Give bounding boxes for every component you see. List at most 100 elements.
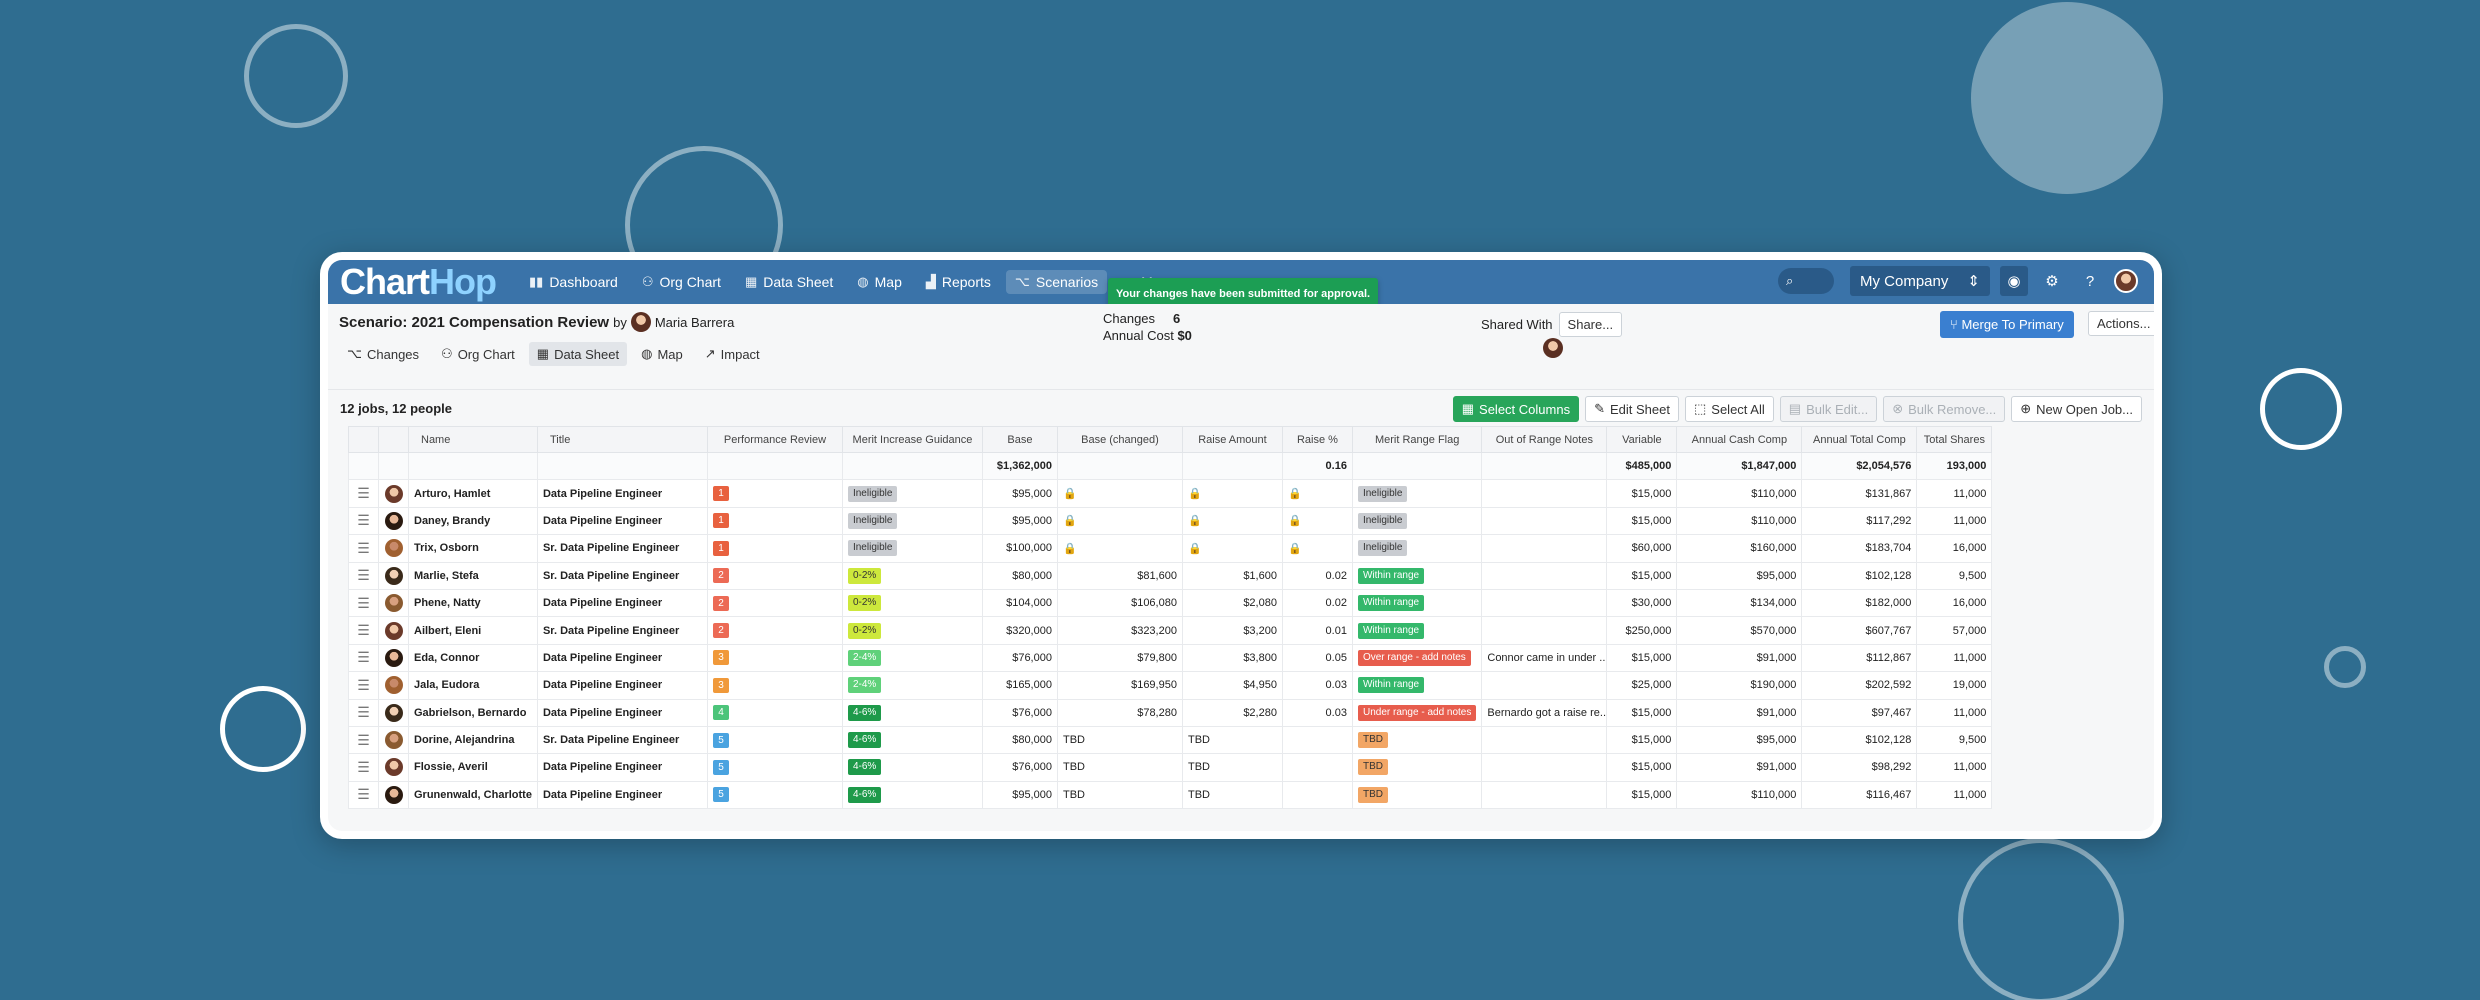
cash-cell[interactable]: $95,000 [1676,725,1803,755]
variable-cell[interactable]: $60,000 [1606,534,1678,563]
out-of-range-notes-cell[interactable] [1481,671,1608,700]
row-menu-handle[interactable]: ☰ [348,698,379,727]
merit-guidance-cell[interactable]: 4-6% [841,753,983,782]
total-cell[interactable]: $102,128 [1801,725,1918,755]
name-cell[interactable]: Ailbert, Eleni [408,616,538,645]
table-row[interactable]: ☰ Jala, Eudora Data Pipeline Engineer 3 2-4%… [348,671,1993,700]
shares-cell[interactable]: 11,000 [1916,643,1993,673]
variable-cell[interactable]: $15,000 [1606,479,1678,508]
base-cell[interactable]: $95,000 [981,479,1058,508]
column-header-name[interactable]: Name [408,426,538,453]
performance-review-cell[interactable]: 2 [706,616,843,645]
merit-range-flag-cell[interactable]: TBD [1351,780,1483,810]
cash-cell[interactable]: $91,000 [1676,698,1803,727]
merit-guidance-cell[interactable]: 0-2% [841,561,983,590]
shared-user-avatar[interactable] [1543,338,1563,358]
base-changed-cell[interactable]: $323,200 [1056,616,1183,645]
title-cell[interactable]: Sr. Data Pipeline Engineer [536,725,708,755]
column-header-annual-cash-comp[interactable]: Annual Cash Comp [1676,426,1803,453]
tab-changes[interactable]: ⌥ Changes [339,342,427,366]
nav-map[interactable]: ◍ Map [848,270,911,294]
column-header-out-of-range-notes[interactable]: Out of Range Notes [1481,426,1608,453]
person-avatar[interactable] [384,566,403,585]
performance-review-cell[interactable]: 3 [706,671,843,700]
performance-review-cell[interactable]: 4 [706,698,843,727]
shares-cell[interactable]: 11,000 [1916,506,1993,536]
name-cell[interactable]: Eda, Connor [408,643,538,673]
cash-cell[interactable]: $110,000 [1676,506,1803,536]
name-cell[interactable]: Jala, Eudora [408,671,538,700]
pct-cell[interactable]: 0.02 [1281,588,1353,618]
raise-cell[interactable]: TBD [1181,725,1283,755]
title-cell[interactable]: Sr. Data Pipeline Engineer [536,561,708,590]
owner-name[interactable]: Maria Barrera [654,314,735,330]
base-changed-cell[interactable]: $169,950 [1056,671,1183,700]
variable-cell[interactable]: $15,000 [1606,698,1678,727]
cash-cell[interactable]: $160,000 [1676,534,1803,563]
name-cell[interactable]: Arturo, Hamlet [408,479,538,508]
merit-range-flag-cell[interactable]: Within range [1351,588,1483,618]
variable-cell[interactable]: $25,000 [1606,671,1678,700]
row-menu-handle[interactable]: ☰ [348,479,379,508]
base-changed-cell[interactable]: $81,600 [1056,561,1183,590]
merit-range-flag-cell[interactable]: TBD [1351,753,1483,782]
base-changed-cell[interactable]: 🔒 [1056,479,1183,508]
base-changed-cell[interactable]: TBD [1056,725,1183,755]
column-header-total-shares[interactable]: Total Shares [1916,426,1993,453]
pct-cell[interactable]: 🔒 [1281,506,1353,536]
base-cell[interactable]: $165,000 [981,671,1058,700]
base-cell[interactable]: $320,000 [981,616,1058,645]
out-of-range-notes-cell[interactable] [1481,534,1608,563]
raise-cell[interactable]: $1,600 [1181,561,1283,590]
table-row[interactable]: ☰ Grunenwald, Charlotte Data Pipeline Engi… [348,780,1993,810]
column-header-merit-range-flag[interactable]: Merit Range Flag [1351,426,1483,453]
performance-review-cell[interactable]: 2 [706,588,843,618]
performance-review-cell[interactable]: 2 [706,561,843,590]
pct-cell[interactable]: 🔒 [1281,534,1353,563]
merit-range-flag-cell[interactable]: Ineligible [1351,534,1483,563]
person-avatar[interactable] [384,484,403,503]
variable-cell[interactable]: $15,000 [1606,643,1678,673]
total-cell[interactable]: $202,592 [1801,671,1918,700]
pct-cell[interactable]: 🔒 [1281,479,1353,508]
out-of-range-notes-cell[interactable] [1481,588,1608,618]
merit-guidance-cell[interactable]: 2-4% [841,643,983,673]
title-cell[interactable]: Data Pipeline Engineer [536,753,708,782]
variable-cell[interactable]: $15,000 [1606,753,1678,782]
settings-button[interactable]: ⚙ [2038,266,2066,296]
raise-cell[interactable]: 🔒 [1181,479,1283,508]
person-avatar[interactable] [384,703,403,722]
actions-button[interactable]: Actions... [2088,311,2154,336]
user-avatar[interactable] [2114,269,2138,293]
company-selector[interactable]: My Company ⇕ [1850,266,1990,296]
title-cell[interactable]: Data Pipeline Engineer [536,506,708,536]
total-cell[interactable]: $131,867 [1801,479,1918,508]
column-header-variable[interactable]: Variable [1606,426,1678,453]
cash-cell[interactable]: $110,000 [1676,479,1803,508]
title-cell[interactable]: Sr. Data Pipeline Engineer [536,534,708,563]
shares-cell[interactable]: 11,000 [1916,753,1993,782]
row-menu-handle[interactable]: ☰ [348,616,379,645]
out-of-range-notes-cell[interactable] [1481,616,1608,645]
merit-guidance-cell[interactable]: 0-2% [841,588,983,618]
tab-impact[interactable]: ↗ Impact [697,342,768,366]
person-avatar[interactable] [384,676,403,695]
variable-cell[interactable]: $15,000 [1606,561,1678,590]
merit-range-flag-cell[interactable]: Under range - add notes [1351,698,1483,727]
name-cell[interactable]: Flossie, Averil [408,753,538,782]
table-row[interactable]: ☰ Dorine, Alejandrina Sr. Data Pipeline En… [348,725,1993,755]
name-cell[interactable]: Trix, Osborn [408,534,538,563]
performance-review-cell[interactable]: 1 [706,506,843,536]
out-of-range-notes-cell[interactable] [1481,753,1608,782]
merit-guidance-cell[interactable]: 0-2% [841,616,983,645]
title-cell[interactable]: Data Pipeline Engineer [536,588,708,618]
row-menu-handle[interactable]: ☰ [348,671,379,700]
title-cell[interactable]: Data Pipeline Engineer [536,479,708,508]
bulk-remove-button[interactable]: ⊗ Bulk Remove... [1883,396,2006,422]
person-avatar[interactable] [384,539,403,558]
base-changed-cell[interactable]: $78,280 [1056,698,1183,727]
column-header-raise-amount[interactable]: Raise Amount [1181,426,1283,453]
total-cell[interactable]: $116,467 [1801,780,1918,810]
base-changed-cell[interactable]: $79,800 [1056,643,1183,673]
total-cell[interactable]: $98,292 [1801,753,1918,782]
